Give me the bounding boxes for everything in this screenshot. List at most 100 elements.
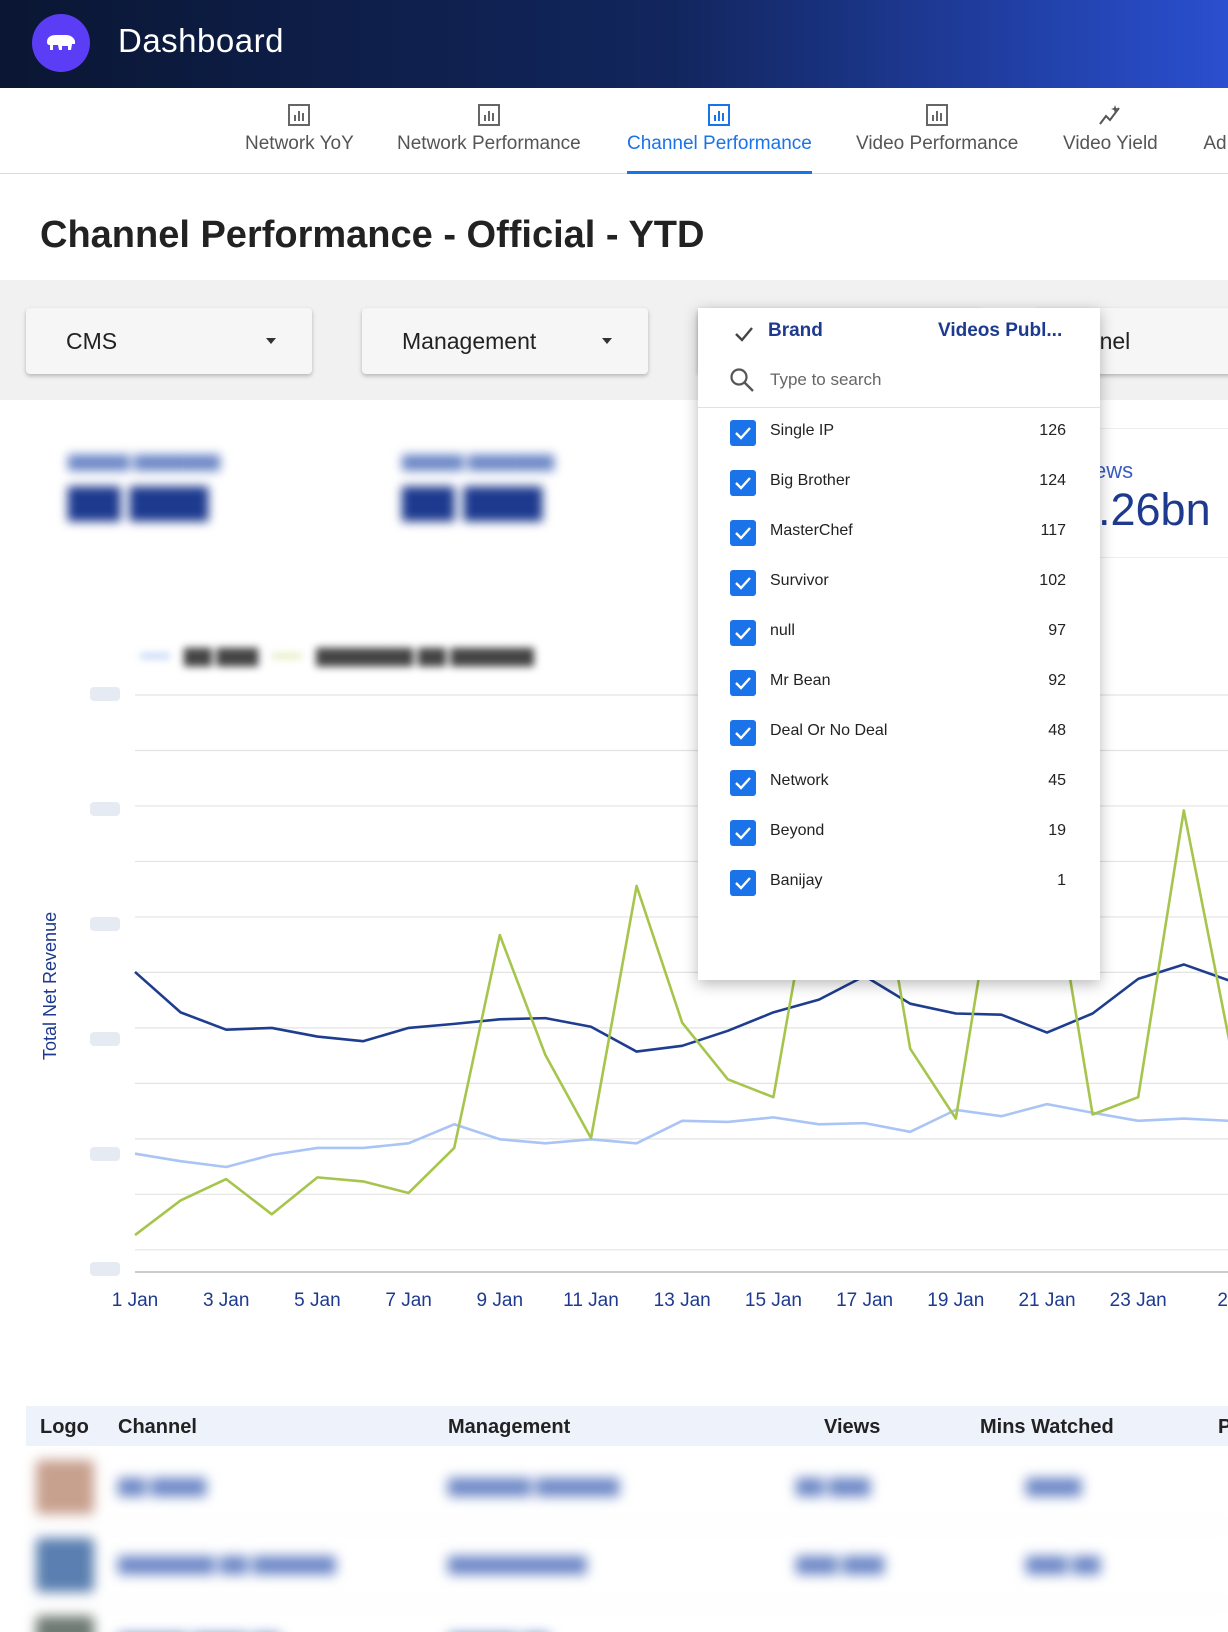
revenue-line-chart: 1 Jan 3 Jan 5 Jan 7 Jan 9 Jan 11 Jan 13 Jan 15 … bbox=[90, 687, 1228, 1311]
select-all-check-icon[interactable] bbox=[732, 322, 756, 346]
mins-cell-blurred: ▇▇▇ ▇▇ bbox=[1026, 1554, 1101, 1574]
tab-network-yoy[interactable]: Network YoY bbox=[245, 102, 354, 174]
checkbox-checked-icon[interactable] bbox=[730, 520, 756, 546]
checkbox-checked-icon[interactable] bbox=[730, 420, 756, 446]
x-tick-label: 23 Jan bbox=[1110, 1290, 1167, 1311]
mins-cell-blurred: ▇▇▇▇ bbox=[1026, 1476, 1082, 1496]
table-body-blurred: ▇▇ ▇▇▇▇ ▇▇▇▇▇▇ ▇▇▇▇▇▇ ▇▇ ▇▇▇ ▇▇▇▇ ▇▇▇▇▇▇… bbox=[26, 1448, 1228, 1632]
x-tick-label: 19 Jan bbox=[927, 1290, 984, 1311]
app-title: Dashboard bbox=[118, 22, 284, 59]
chart-icon bbox=[477, 104, 500, 126]
tab-network-performance[interactable]: Network Performance bbox=[397, 102, 581, 174]
caret-down-icon bbox=[266, 338, 276, 344]
brand-search-input[interactable] bbox=[770, 366, 1070, 394]
brand-option-count: 48 bbox=[1048, 722, 1066, 739]
checkbox-checked-icon[interactable] bbox=[730, 820, 756, 846]
tab-ad[interactable]: Ad bbox=[1202, 102, 1228, 174]
column-header-logo[interactable]: Logo bbox=[40, 1416, 89, 1438]
x-tick-label: 9 Jan bbox=[477, 1290, 523, 1311]
checkbox-checked-icon[interactable] bbox=[730, 570, 756, 596]
tab-channel-performance[interactable]: Channel Performance bbox=[627, 102, 812, 174]
brand-option-label: Beyond bbox=[770, 822, 825, 839]
cms-filter-select[interactable]: CMS bbox=[26, 308, 312, 374]
tab-label: Network YoY bbox=[245, 133, 354, 154]
brand-dropdown-menu: Brand Videos Publ... Single IP 126 Big Bro… bbox=[698, 308, 1100, 980]
views-metric-value: .26bn bbox=[1098, 484, 1211, 535]
brand-option-label: Deal Or No Deal bbox=[770, 722, 888, 739]
brand-option-label: Survivor bbox=[770, 572, 829, 589]
page-title: Channel Performance - Official - YTD bbox=[40, 214, 705, 256]
column-header-mins-watched[interactable]: Mins Watched bbox=[980, 1416, 1114, 1438]
y-tick-label-blurred bbox=[90, 1032, 120, 1046]
management-cell-blurred: ▇▇▇▇▇▇ ▇▇▇▇▇▇ bbox=[448, 1476, 620, 1496]
brand-option-count: 45 bbox=[1048, 772, 1066, 789]
legend-label-blurred: ▇▇ ▇▇▇ bbox=[184, 645, 259, 666]
tab-icon-placeholder bbox=[1202, 102, 1228, 128]
column-header-views[interactable]: Views bbox=[824, 1416, 881, 1438]
legend-swatch bbox=[272, 654, 303, 658]
polar-bear-icon bbox=[47, 35, 75, 50]
brand-option[interactable]: Big Brother 124 bbox=[698, 458, 1100, 508]
channel-cell-blurred: ▇▇▇▇▇▇▇ ▇▇ ▇▇▇▇▇▇ bbox=[118, 1554, 336, 1574]
y-tick-label-blurred bbox=[90, 802, 120, 816]
x-tick-label: 7 Jan bbox=[385, 1290, 431, 1311]
checkbox-checked-icon[interactable] bbox=[730, 870, 756, 896]
chart-legend-blurred: ▇▇ ▇▇▇ ▇▇▇▇▇▇▇ ▇▇ ▇▇▇▇▇▇ bbox=[140, 636, 700, 676]
brand-option[interactable]: Mr Bean 92 bbox=[698, 658, 1100, 708]
tab-video-yield[interactable]: Video Yield bbox=[1063, 102, 1158, 174]
brand-column-header[interactable]: Brand bbox=[768, 320, 823, 341]
brand-option-count: 117 bbox=[1040, 522, 1066, 539]
brand-option[interactable]: Survivor 102 bbox=[698, 558, 1100, 608]
table-row[interactable]: ▇▇ ▇▇▇▇ ▇▇▇▇▇▇ ▇▇▇▇▇▇ ▇▇ ▇▇▇ ▇▇▇▇ bbox=[26, 1448, 1228, 1526]
y-tick-label-blurred bbox=[90, 1262, 120, 1276]
management-cell-blurred: ▇▇▇▇▇▇▇▇▇▇ bbox=[448, 1554, 587, 1574]
metric-value-blurred: ▇▇ ▇▇▇ bbox=[68, 483, 209, 521]
brand-option[interactable]: Network 45 bbox=[698, 758, 1100, 808]
x-tick-label: 13 Jan bbox=[654, 1290, 711, 1311]
legend-swatch bbox=[140, 654, 170, 658]
table-header: Logo Channel Management Views Mins Watch… bbox=[26, 1406, 1228, 1446]
cms-filter-label: CMS bbox=[66, 327, 118, 354]
brand-option[interactable]: Deal Or No Deal 48 bbox=[698, 708, 1100, 758]
column-header-partial[interactable]: P bbox=[1218, 1416, 1228, 1438]
checkbox-checked-icon[interactable] bbox=[730, 770, 756, 796]
x-tick-label: 15 Jan bbox=[745, 1290, 802, 1311]
y-tick-label-blurred bbox=[90, 687, 120, 701]
metric-label-blurred: ▇▇▇▇▇ ▇▇▇▇▇▇▇ bbox=[68, 454, 221, 471]
table-row[interactable]: ▇▇▇▇▇▇▇ ▇▇ ▇▇▇▇▇▇ ▇▇▇▇▇▇▇▇▇▇ ▇▇▇ ▇▇▇ ▇▇▇… bbox=[26, 1526, 1228, 1604]
tab-label: Network Performance bbox=[397, 133, 581, 154]
series-line-1[interactable] bbox=[134, 1102, 1228, 1169]
brand-option[interactable]: null 97 bbox=[698, 608, 1100, 658]
views-cell-blurred: ▇▇▇ ▇▇▇ bbox=[796, 1554, 885, 1574]
dropdown-search bbox=[698, 358, 1100, 408]
brand-option-label: Network bbox=[770, 772, 829, 789]
brand-option[interactable]: Single IP 126 bbox=[698, 408, 1100, 458]
chart-icon bbox=[708, 104, 731, 126]
brand-option[interactable]: Beyond 19 bbox=[698, 808, 1100, 858]
brand-option[interactable]: Banijay 1 bbox=[698, 858, 1100, 908]
column-header-channel[interactable]: Channel bbox=[118, 1416, 197, 1438]
app-logo[interactable] bbox=[32, 14, 90, 72]
chart-icon bbox=[288, 104, 311, 126]
x-tick-label: 17 Jan bbox=[836, 1290, 893, 1311]
channel-cell-blurred: ▇▇ ▇▇▇▇ bbox=[118, 1476, 207, 1496]
checkbox-checked-icon[interactable] bbox=[730, 620, 756, 646]
tab-label: Video Performance bbox=[856, 133, 1019, 154]
brand-option-count: 124 bbox=[1039, 472, 1066, 489]
brand-option[interactable]: MasterChef 117 bbox=[698, 508, 1100, 558]
table-row[interactable]: ▇▇▇▇▇ ▇▇▇▇ ▇▇ ▇▇▇▇▇ ▇▇ bbox=[26, 1604, 1228, 1632]
checkbox-checked-icon[interactable] bbox=[730, 720, 756, 746]
x-tick-label: 1 Jan bbox=[112, 1290, 158, 1311]
x-tick-label: 11 Jan bbox=[563, 1290, 619, 1311]
column-header-management[interactable]: Management bbox=[448, 1416, 571, 1438]
management-filter-select[interactable]: Management bbox=[362, 308, 648, 374]
series-line-0[interactable] bbox=[134, 963, 1228, 1053]
checkbox-checked-icon[interactable] bbox=[730, 470, 756, 496]
tab-video-performance[interactable]: Video Performance bbox=[856, 102, 1018, 174]
checkbox-checked-icon[interactable] bbox=[730, 670, 756, 696]
brand-option-label: MasterChef bbox=[770, 522, 853, 539]
tab-label: Channel Performance bbox=[627, 133, 812, 154]
brand-option-label: Single IP bbox=[770, 422, 835, 439]
videos-published-column-header[interactable]: Videos Publ... bbox=[938, 320, 1063, 341]
legend-label-blurred: ▇▇▇▇▇▇▇ ▇▇ ▇▇▇▇▇▇ bbox=[316, 645, 534, 666]
